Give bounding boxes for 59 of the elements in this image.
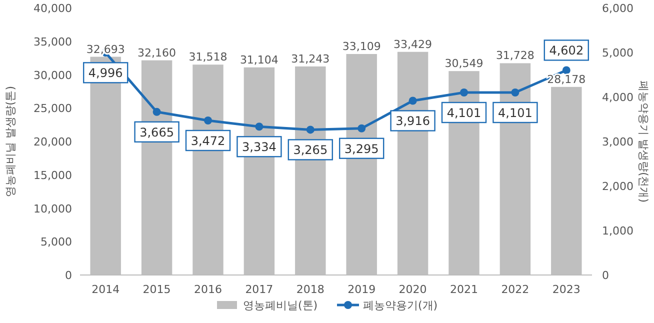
data-label: 32,160	[138, 46, 176, 60]
data-label: 3,472	[190, 134, 226, 148]
data-label: 28,178	[547, 72, 586, 86]
data-label: 3,295	[344, 142, 379, 156]
y2-tick-label: 4,000	[602, 91, 634, 104]
y-tick-label: 15,000	[34, 168, 72, 182]
data-label: 4,996	[88, 66, 123, 80]
data-label: 30,549	[444, 57, 484, 70]
point	[460, 88, 468, 97]
data-label: 3,916	[396, 114, 430, 128]
data-label: 4,101	[498, 106, 532, 120]
y-tick-label: 5,000	[40, 236, 72, 249]
x-tick-label: 2014	[92, 283, 120, 296]
y-tick-label: 25,000	[34, 102, 72, 116]
data-label: 31,104	[240, 53, 278, 66]
data-label: 4,602	[549, 44, 584, 58]
data-label: 4,101	[446, 106, 482, 120]
data-label: 32,693	[86, 42, 125, 56]
data-label: 33,429	[394, 38, 432, 51]
x-tick-label: 2015	[142, 283, 171, 296]
y-tick-label: 20,000	[34, 136, 72, 148]
y2-tick-label: 6,000	[602, 2, 634, 15]
data-label: 31,728	[496, 49, 534, 62]
point	[408, 96, 417, 105]
y2-tick-label: 1,000	[602, 224, 634, 238]
point	[511, 88, 520, 97]
point	[204, 116, 212, 124]
data-label: 31,243	[291, 52, 330, 66]
data-label: 3,265	[293, 143, 328, 158]
point	[152, 108, 161, 116]
legend-label: 영농폐비닐(톤)	[243, 299, 318, 312]
y-tick-label: 30,000	[34, 68, 72, 82]
y2-tick-label: 3,000	[602, 136, 634, 148]
legend-label: 폐농약용기(개)	[363, 299, 438, 312]
y2-axis-title: 폐농약용기 발생량(천개)	[637, 80, 650, 203]
point	[562, 66, 570, 74]
data-label: 31,518	[188, 50, 228, 64]
y-tick-label: 0	[65, 269, 72, 282]
x-tick-label: 2023	[552, 283, 580, 296]
y2-tick-label: 0	[602, 269, 609, 282]
y-tick-label: 40,000	[34, 2, 72, 15]
x-tick-label: 2021	[450, 283, 478, 296]
y-tick-label: 35,000	[34, 35, 72, 48]
x-tick-label: 2016	[194, 283, 222, 296]
x-tick-label: 2017	[245, 283, 274, 296]
y2-tick-label: 5,000	[602, 46, 634, 60]
x-tick-label: 2020	[398, 283, 427, 296]
y2-tick-label: 2,000	[602, 180, 634, 193]
x-tick-label: 2022	[501, 283, 530, 296]
data-label: 3,334	[242, 140, 276, 154]
data-label: 3,665	[140, 125, 174, 140]
point	[358, 124, 366, 132]
point	[306, 126, 314, 134]
x-tick-label: 2018	[296, 283, 324, 296]
y-tick-label: 10,000	[34, 202, 72, 216]
y-axis-title: 영농폐비닐 발생량(톤)	[4, 86, 17, 198]
data-label: 33,109	[342, 40, 381, 53]
x-tick-label: 2019	[348, 283, 376, 296]
point	[255, 122, 264, 131]
